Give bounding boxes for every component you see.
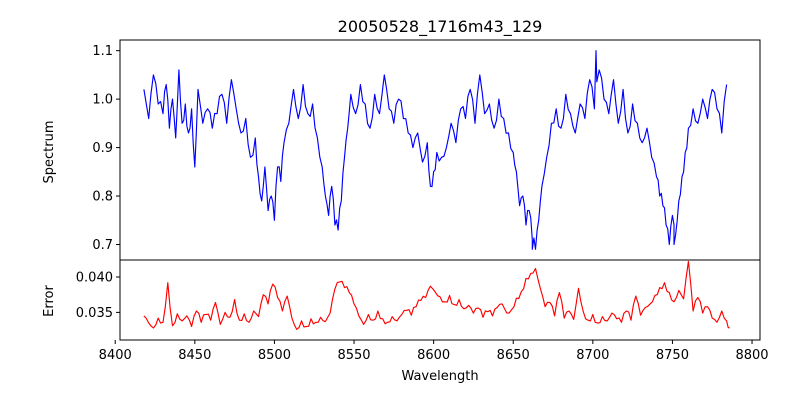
chart-title: 20050528_1716m43_129 <box>338 17 543 37</box>
error-series-line <box>143 260 730 330</box>
x-axis-label: Wavelength <box>401 369 478 384</box>
spectrum-y-axis: 0.7 0.8 0.9 1.0 1.1 <box>92 44 120 253</box>
spectrum-y-axis-label: Spectrum <box>42 121 57 184</box>
x-axis: 8400 8450 8500 8550 8600 8650 8700 8750 8800 <box>99 340 769 363</box>
spectrum-y-tick-label: 1.1 <box>92 44 113 59</box>
error-plot-frame <box>119 259 761 341</box>
x-tick-label: 8650 <box>497 348 530 363</box>
x-tick-label: 8450 <box>178 348 211 363</box>
panel-spectrum: 0.7 0.8 0.9 1.0 1.1 Spectrum <box>42 39 761 261</box>
x-tick-label: 8400 <box>99 348 132 363</box>
spectrum-series-line <box>143 50 728 250</box>
spectrum-y-tick-label: 0.8 <box>92 190 113 205</box>
x-tick-label: 8700 <box>576 348 609 363</box>
panel-error: 0.035 0.040 Error <box>42 259 761 341</box>
spectrum-y-tick-label: 0.7 <box>92 238 113 253</box>
error-y-axis: 0.035 0.040 <box>76 270 120 321</box>
x-tick-label: 8600 <box>417 348 450 363</box>
x-tick-label: 8750 <box>656 348 689 363</box>
x-tick-label: 8800 <box>735 348 768 363</box>
error-y-axis-label: Error <box>42 285 57 317</box>
spectrum-plot-frame <box>119 39 761 261</box>
spectrum-y-tick-label: 0.9 <box>92 141 113 156</box>
x-tick-label: 8500 <box>258 348 291 363</box>
error-y-tick-label: 0.040 <box>76 270 113 285</box>
error-y-tick-label: 0.035 <box>76 306 113 321</box>
spectrum-y-tick-label: 1.0 <box>92 93 113 108</box>
x-tick-label: 8550 <box>337 348 370 363</box>
